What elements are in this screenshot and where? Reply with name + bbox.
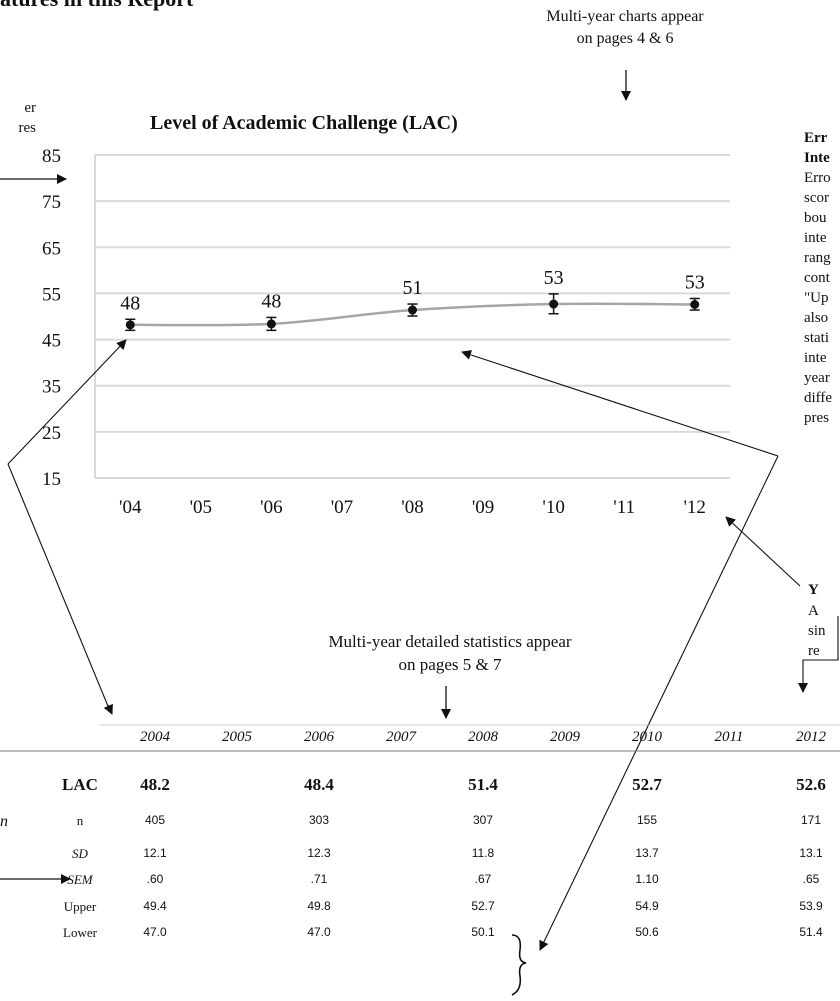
data-label: 53 — [544, 267, 564, 289]
data-label: 51 — [403, 277, 423, 299]
data-point — [549, 299, 559, 309]
y-tick-label: 15 — [42, 469, 61, 490]
x-tick-label: '04 — [119, 497, 142, 518]
y-tick-label: 85 — [42, 146, 61, 167]
x-tick-label: '05 — [190, 497, 212, 518]
left-note-fragment: er res — [0, 98, 37, 138]
error-note-line: Erro — [804, 170, 831, 186]
bracket-brace — [511, 934, 527, 996]
data-label: 48 — [261, 290, 281, 312]
x-tick-label: '12 — [684, 497, 706, 518]
pointer-arrow — [539, 455, 779, 951]
years-note-line: re — [808, 643, 820, 659]
error-note-line: cont — [804, 270, 830, 286]
data-point — [266, 319, 276, 329]
error-bars-note-body: Erro scor bou inte rang cont "Up also stati inte y… — [804, 168, 832, 428]
data-point — [408, 305, 417, 315]
x-tick-label: '11 — [613, 497, 635, 518]
x-tick-label: '09 — [472, 497, 494, 518]
pointer-arrow — [798, 616, 839, 693]
data-label: 53 — [685, 272, 705, 294]
error-note-line: also — [804, 310, 829, 326]
y-tick-label: 55 — [42, 284, 61, 305]
y-tick-label: 35 — [42, 377, 61, 398]
error-note-line: bou — [804, 210, 827, 226]
y-tick-label: 25 — [42, 423, 61, 444]
note-line: Multi-year detailed statistics appear — [328, 632, 572, 651]
note-line: Err — [804, 130, 828, 146]
data-point — [690, 300, 700, 310]
note-line: er — [24, 100, 36, 116]
pointer-arrow — [725, 516, 801, 587]
error-note-line: stati — [804, 330, 829, 346]
error-note-line: rang — [804, 250, 831, 266]
data-label: 48 — [120, 292, 140, 314]
error-note-line: diffe — [804, 390, 833, 406]
pointer-arrow — [103, 703, 113, 715]
x-tick-label: '06 — [260, 497, 282, 518]
note-line: Multi-year charts appear — [546, 8, 704, 25]
y-tick-label: 45 — [42, 331, 61, 352]
years-note-line: A — [808, 603, 819, 619]
data-point — [125, 320, 135, 330]
pointer-line — [7, 463, 111, 712]
error-note-line: scor — [804, 190, 829, 206]
note-line: Inte — [804, 150, 830, 166]
error-note-line: inte — [804, 350, 827, 366]
pointer-arrow — [461, 350, 779, 457]
y-tick-label: 65 — [42, 238, 61, 259]
multiyear-charts-note: Multi-year charts appear on pages 4 & 6 — [500, 6, 750, 50]
x-tick-label: '08 — [401, 497, 423, 518]
error-bars-note-title: Err Inte — [804, 128, 830, 168]
x-tick-label: '07 — [331, 497, 353, 518]
error-note-line: year — [804, 370, 830, 386]
note-line: on pages 4 & 6 — [576, 30, 674, 47]
error-note-line: pres — [804, 410, 829, 426]
detailed-stats-note: Multi-year detailed statistics appear on… — [260, 630, 640, 676]
report-heading: atures in this Report — [0, 0, 193, 12]
x-tick-label: '10 — [542, 497, 564, 518]
years-note-title: Y — [808, 582, 819, 598]
note-line: res — [18, 120, 37, 136]
pointer-arrow — [7, 339, 127, 465]
chart-title: Level of Academic Challenge (LAC) — [150, 112, 458, 134]
y-tick-label: 75 — [42, 192, 61, 213]
years-note-line: sin — [808, 623, 826, 639]
dangling-n: n — [0, 813, 8, 830]
error-note-line: inte — [804, 230, 827, 246]
error-note-line: "Up — [804, 290, 829, 306]
note-line: on pages 5 & 7 — [398, 655, 502, 674]
